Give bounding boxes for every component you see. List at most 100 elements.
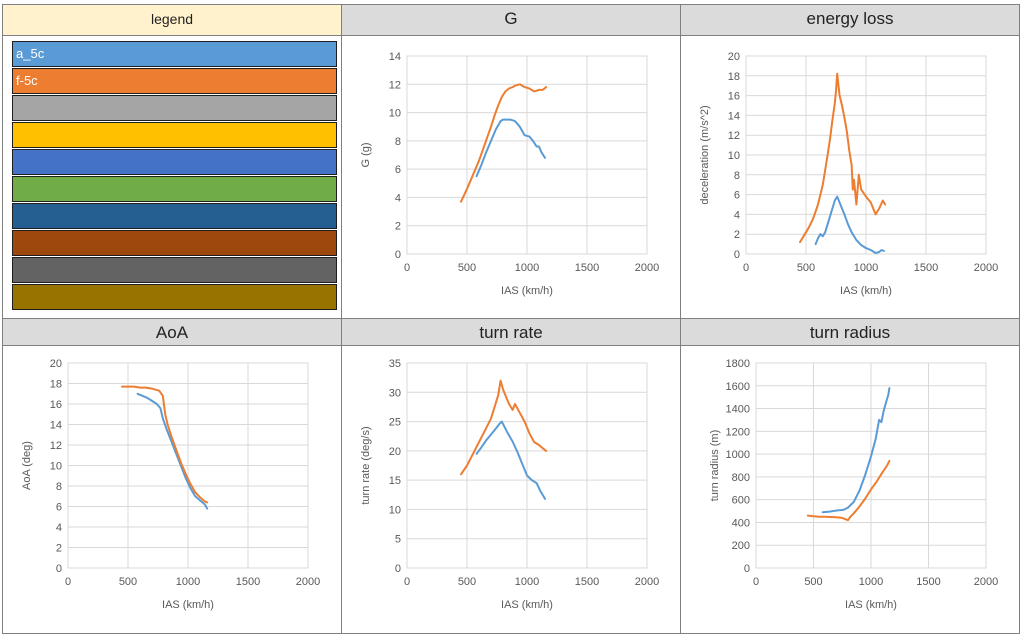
x-tick-label: 500 (797, 262, 815, 274)
x-tick-label: 1000 (176, 576, 200, 588)
chart-aoa-title: AoA (155, 323, 189, 342)
x-tick-label: 1000 (515, 576, 539, 588)
y-tick-label: 25 (389, 417, 401, 429)
y-tick-label: 12 (50, 440, 62, 452)
x-tick-label: 500 (458, 262, 476, 274)
legend-swatch-label: f-5c (16, 73, 38, 88)
y-tick-label: 14 (389, 51, 401, 63)
y-tick-label: 20 (389, 446, 401, 458)
y-tick-label: 16 (728, 91, 740, 103)
y-tick-label: 12 (728, 130, 740, 142)
series-line-a_5c (821, 387, 891, 514)
y-tick-label: 35 (389, 358, 401, 370)
chart-aoa: 0 2 4 6 8 10 12 14 16 18 20 0 500 1000 1500 2000 IAS (km… (21, 358, 320, 611)
chart-energy-panel: 0 2 4 6 8 10 12 14 16 18 20 0 500 1000 1500 2000 IAS (km… (680, 35, 1020, 319)
y-tick-label: 20 (50, 358, 62, 370)
y-tick-label: 4 (395, 192, 401, 204)
y-tick-label: 0 (395, 563, 401, 575)
series-line-f-5c (799, 72, 887, 244)
y-tick-label: 8 (734, 170, 740, 182)
y-tick-label: 5 (395, 534, 401, 546)
y-tick-label: 8 (395, 136, 401, 148)
x-tick-label: 500 (458, 576, 476, 588)
x-axis-title: IAS (km/h) (501, 285, 553, 297)
x-tick-label: 1500 (916, 576, 940, 588)
y-tick-label: 400 (732, 517, 750, 529)
chart-energy-header: energy loss (680, 4, 1020, 36)
x-axis-title: IAS (km/h) (845, 599, 897, 611)
series-line-a_5c (475, 118, 546, 178)
x-tick-label: 1500 (575, 576, 599, 588)
x-tick-label: 1000 (515, 262, 539, 274)
y-tick-label: 200 (732, 540, 750, 552)
x-tick-label: 2000 (974, 262, 998, 274)
x-tick-label: 0 (404, 576, 410, 588)
legend-header-label: legend (150, 11, 194, 27)
y-axis-title: turn rate (deg/s) (360, 426, 372, 504)
x-axis-title: IAS (km/h) (501, 599, 553, 611)
series-line-a_5c (136, 392, 209, 510)
x-tick-label: 1000 (859, 576, 883, 588)
x-axis-title: IAS (km/h) (162, 599, 214, 611)
y-tick-label: 4 (734, 209, 740, 221)
y-tick-label: 20 (728, 51, 740, 63)
x-tick-label: 1500 (575, 262, 599, 274)
chart-g-panel: 0 2 4 6 8 10 12 14 0 500 1000 1500 2000 IAS (km/h) G (… (341, 35, 681, 319)
chart-g: 0 2 4 6 8 10 12 14 0 500 1000 1500 2000 IAS (km/h) G (… (360, 51, 659, 297)
y-tick-label: 12 (389, 79, 401, 91)
chart-turnrate-panel: 0 5 10 15 20 25 30 35 0 500 1000 1500 2000 IAS (km/h)… (341, 345, 681, 634)
chart-energy: 0 2 4 6 8 10 12 14 16 18 20 0 500 1000 1500 2000 IAS (km… (699, 51, 998, 297)
x-tick-label: 1500 (236, 576, 260, 588)
y-tick-label: 1200 (726, 426, 750, 438)
chart-turnrate: 0 5 10 15 20 25 30 35 0 500 1000 1500 2000 IAS (km/h)… (360, 358, 659, 611)
y-tick-label: 8 (56, 481, 62, 493)
chart-energy-title: energy loss (806, 9, 894, 28)
chart-radius-title: turn radius (809, 323, 891, 342)
y-tick-label: 10 (389, 108, 401, 120)
legend-swatch (12, 230, 337, 256)
y-axis-title: deceleration (m/s^2) (699, 105, 711, 204)
y-tick-label: 1000 (726, 449, 750, 461)
legend-swatch-label: a_5c (16, 46, 45, 61)
y-tick-label: 10 (728, 150, 740, 162)
y-tick-label: 1800 (726, 358, 750, 370)
y-tick-label: 18 (728, 71, 740, 83)
chart-radius: 0 200 400 600 800 1000 1200 1400 1600 1800 0 500 100… (709, 358, 998, 611)
legend-swatch: a_5c (12, 41, 337, 67)
y-tick-label: 14 (728, 110, 740, 122)
x-tick-label: 500 (804, 576, 822, 588)
y-axis-title: AoA (deg) (21, 441, 33, 490)
legend-panel: a_5c f-5c (2, 35, 342, 319)
chart-g-header: G (341, 4, 681, 36)
series-line-f-5c (121, 385, 209, 504)
legend-swatch (12, 203, 337, 229)
y-tick-label: 6 (734, 190, 740, 202)
x-tick-label: 500 (119, 576, 137, 588)
y-tick-label: 15 (389, 475, 401, 487)
chart-g-title: G (504, 9, 518, 28)
y-tick-label: 2 (395, 221, 401, 233)
legend-header: legend (2, 4, 342, 36)
chart-aoa-header: AoA (2, 318, 342, 346)
y-tick-label: 0 (734, 249, 740, 261)
series-line-f-5c (460, 379, 548, 476)
series-line-f-5c (460, 83, 548, 203)
series-line-f-5c (806, 459, 891, 522)
x-tick-label: 0 (753, 576, 759, 588)
y-tick-label: 14 (50, 420, 62, 432)
legend-swatch (12, 284, 337, 310)
x-tick-label: 0 (404, 262, 410, 274)
x-axis-title: IAS (km/h) (840, 285, 892, 297)
legend-swatch (12, 122, 337, 148)
y-tick-label: 0 (744, 563, 750, 575)
chart-radius-panel: 0 200 400 600 800 1000 1200 1400 1600 1800 0 500 100… (680, 345, 1020, 634)
y-tick-label: 0 (56, 563, 62, 575)
chart-aoa-panel: 0 2 4 6 8 10 12 14 16 18 20 0 500 1000 1500 2000 IAS (km… (2, 345, 342, 634)
y-tick-label: 30 (389, 387, 401, 399)
x-tick-label: 2000 (635, 262, 659, 274)
y-tick-label: 10 (389, 504, 401, 516)
chart-turnrate-title: turn rate (479, 323, 543, 342)
y-tick-label: 1400 (726, 404, 750, 416)
x-tick-label: 1000 (854, 262, 878, 274)
legend-swatch (12, 149, 337, 175)
